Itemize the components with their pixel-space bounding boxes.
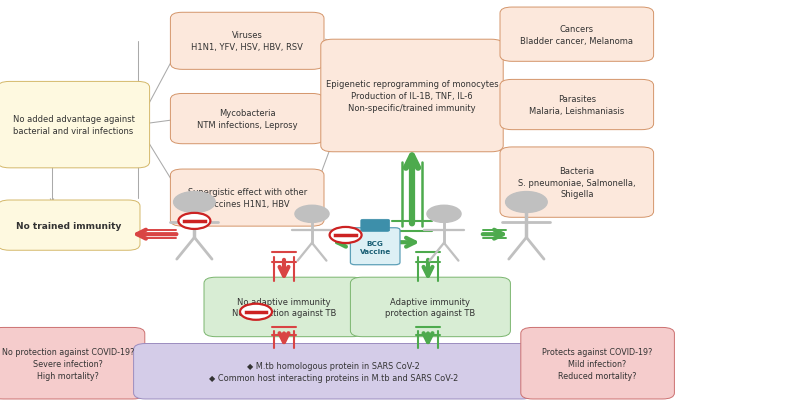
- FancyBboxPatch shape: [500, 80, 654, 130]
- Circle shape: [506, 192, 547, 213]
- FancyBboxPatch shape: [204, 277, 364, 337]
- FancyBboxPatch shape: [321, 40, 503, 152]
- Text: No trained immunity: No trained immunity: [16, 221, 122, 230]
- FancyBboxPatch shape: [170, 13, 324, 70]
- Text: Mycobacteria
NTM infections, Leprosy: Mycobacteria NTM infections, Leprosy: [197, 109, 298, 130]
- FancyBboxPatch shape: [350, 228, 400, 265]
- Text: Parasites
Malaria, Leishmaniasis: Parasites Malaria, Leishmaniasis: [529, 95, 625, 115]
- FancyBboxPatch shape: [134, 344, 534, 399]
- Text: No protection against COVID-19?
Severe infection?
High mortality?: No protection against COVID-19? Severe i…: [2, 347, 134, 380]
- Text: Cancers
Bladder cancer, Melanoma: Cancers Bladder cancer, Melanoma: [520, 25, 634, 45]
- FancyBboxPatch shape: [0, 200, 140, 251]
- Text: Epigenetic reprogramming of monocytes
Production of IL-1B, TNF, IL-6
Non-specifi: Epigenetic reprogramming of monocytes Pr…: [326, 80, 498, 113]
- FancyBboxPatch shape: [361, 220, 390, 232]
- Text: No added advantage against
bacterial and viral infections: No added advantage against bacterial and…: [13, 115, 134, 136]
- Text: Viruses
H1N1, YFV, HSV, HBV, RSV: Viruses H1N1, YFV, HSV, HBV, RSV: [191, 31, 303, 52]
- FancyBboxPatch shape: [0, 82, 150, 168]
- FancyBboxPatch shape: [350, 277, 510, 337]
- Text: BCG
Vaccine: BCG Vaccine: [359, 241, 391, 254]
- Circle shape: [174, 192, 215, 213]
- Circle shape: [427, 206, 461, 223]
- Circle shape: [295, 206, 329, 223]
- Text: Bacteria
S. pneumoniae, Salmonella,
Shigella: Bacteria S. pneumoniae, Salmonella, Shig…: [518, 166, 636, 199]
- Text: Protects against COVID-19?
Mild infection?
Reduced mortality?: Protects against COVID-19? Mild infectio…: [542, 347, 653, 380]
- FancyBboxPatch shape: [170, 170, 324, 227]
- Text: Adaptive immunity
protection against TB: Adaptive immunity protection against TB: [386, 297, 475, 318]
- Circle shape: [330, 227, 362, 243]
- FancyBboxPatch shape: [170, 94, 324, 144]
- Circle shape: [240, 304, 272, 320]
- FancyBboxPatch shape: [500, 8, 654, 62]
- FancyBboxPatch shape: [521, 328, 674, 399]
- Text: ◆ M.tb homologous protein in SARS CoV-2
◆ Common host interacting proteins in M.: ◆ M.tb homologous protein in SARS CoV-2 …: [209, 361, 458, 382]
- Text: No adaptive immunity
No protection against TB: No adaptive immunity No protection again…: [232, 297, 336, 318]
- Circle shape: [178, 213, 210, 229]
- Text: Synergistic effect with other
vaccines H1N1, HBV: Synergistic effect with other vaccines H…: [187, 188, 307, 209]
- FancyBboxPatch shape: [0, 328, 145, 399]
- FancyBboxPatch shape: [500, 148, 654, 218]
